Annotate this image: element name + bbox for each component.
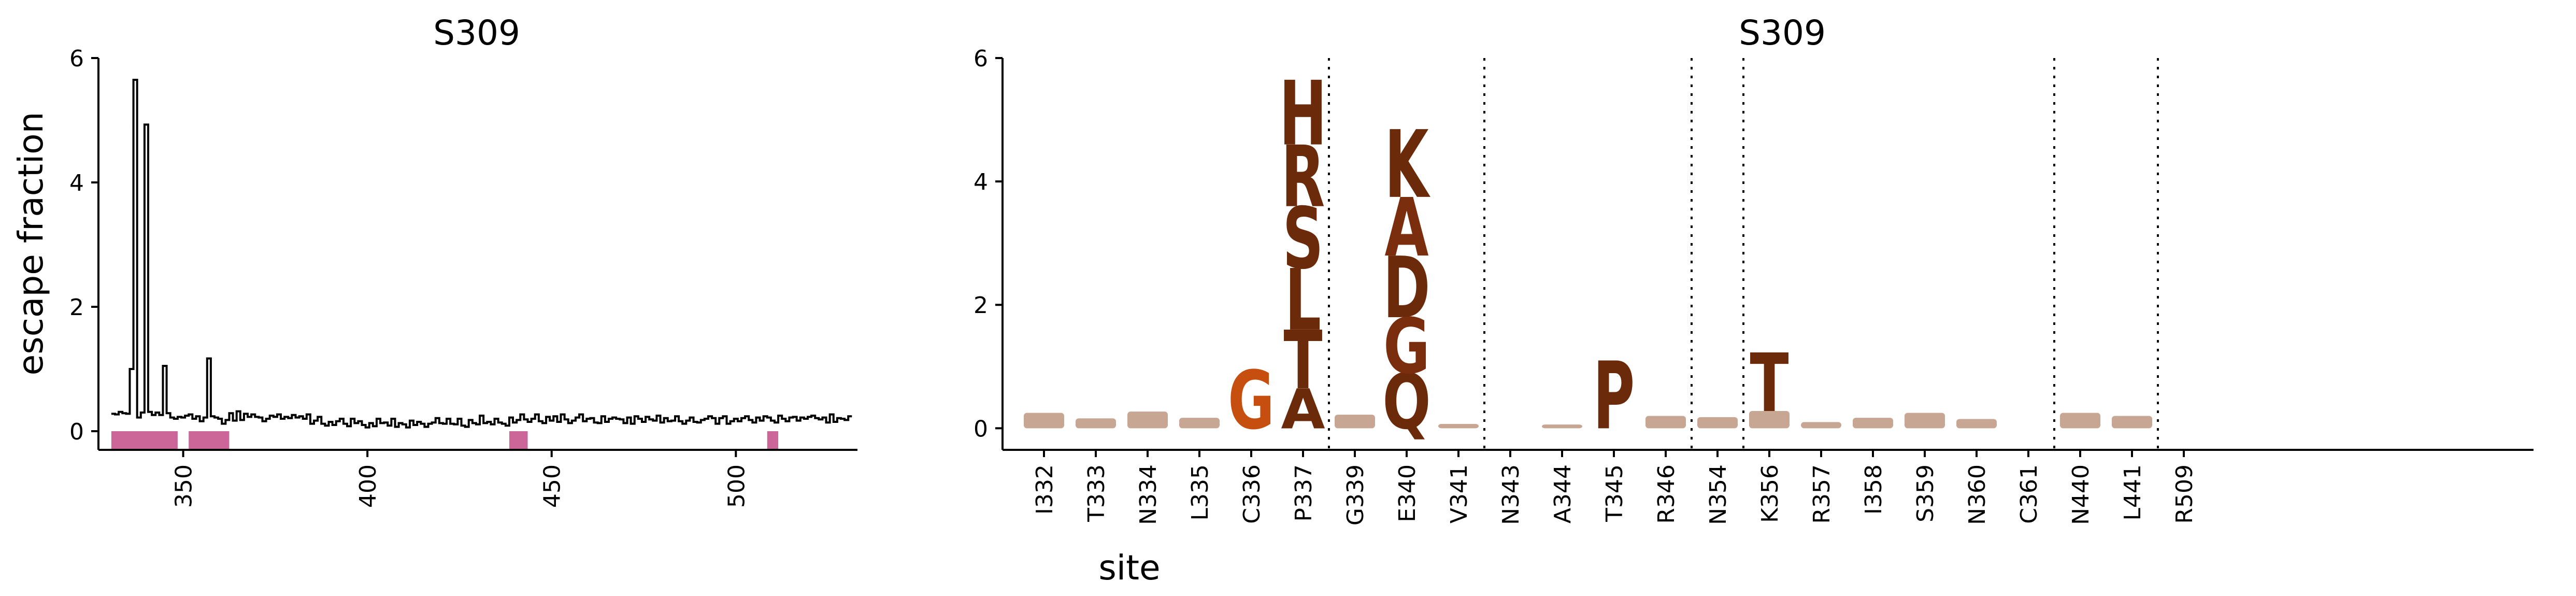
x-tick-label: 350 [171,464,197,508]
site-label: G339 [1342,464,1369,526]
logo-letter: T [1750,336,1788,430]
logo-letter: T [1283,314,1322,407]
site-label: V341 [1446,464,1472,523]
logo-letter-faint [1179,418,1220,429]
y-tick-label: 0 [69,419,84,445]
site-label: K356 [1757,464,1783,523]
logo-letter-faint [1801,422,1841,429]
site-label: T345 [1601,464,1628,522]
logo-letter-faint [1956,419,1997,429]
logo-letter: Q [1382,358,1431,447]
logo-letter-faint [1024,413,1064,429]
y-tick-label: 6 [69,46,84,72]
right-chart-title: S309 [1739,13,1826,53]
site-label: C336 [1239,464,1265,524]
escape-line-panel: S309 escape fraction 0 2 4 6 350 400 450 500 [11,13,857,508]
logo-letter-faint [1905,413,1945,429]
y-tick-label: 0 [974,416,988,442]
site-label: N360 [1964,464,1991,525]
logo-letter-faint [1853,418,1893,429]
logo-letter-faint [1749,410,1790,429]
site-label: I332 [1032,464,1058,515]
logo-letter: D [1383,239,1430,337]
right-x-axis-label: site [1098,548,1160,588]
logo-letter-faint [1335,415,1375,429]
logo-letter: G [1383,302,1430,391]
escape-fraction-line [111,79,852,429]
site-label: A344 [1550,464,1576,523]
left-y-axis-label: escape fraction [11,112,51,376]
logo-letter: H [1279,62,1327,165]
logo-letter-faint [1645,416,1686,429]
site-label: N343 [1498,464,1524,525]
logo-letter-faint [1542,424,1582,429]
y-tick-label: 6 [974,46,988,72]
logo-letter-faint [1697,417,1738,429]
left-chart-title: S309 [433,13,520,53]
site-label: L441 [2120,464,2146,521]
site-label: R357 [1809,464,1835,524]
logo-letter-faint [1076,418,1116,429]
right-axes: 0 2 4 6 I332 T333 N334 L335 C336 P337 G339 E340 V341… [974,46,2534,526]
y-tick-label: 4 [69,170,84,196]
logo-letter-faint [1438,423,1479,429]
site-label: I358 [1861,464,1887,515]
site-label: S359 [1912,464,1939,522]
highlight-region [189,431,230,450]
logo-letter-faint [2112,416,2152,429]
x-tick-label: 400 [355,464,381,508]
site-label: N354 [1705,464,1731,525]
site-label: E340 [1394,464,1421,522]
site-label: P337 [1291,464,1317,522]
logo-letter: L [1285,251,1321,350]
site-label: C361 [2016,464,2042,524]
logo-letter: G [1228,353,1275,447]
logo-letter: A [1281,378,1325,442]
x-tick-label: 500 [723,464,750,508]
highlight-region [111,431,178,450]
logo-letter: R [1281,127,1325,226]
logo-letter: K [1384,111,1430,220]
x-tick-label: 450 [539,464,566,508]
logo-letter-faint [2060,413,2100,429]
site-label: T333 [1083,464,1110,522]
y-tick-label: 4 [974,169,988,195]
site-label: N334 [1135,464,1162,525]
highlight-regions [111,431,779,450]
logo-letter: A [1384,181,1428,275]
site-label: R346 [1653,464,1680,524]
site-label: L335 [1187,464,1213,521]
logo-letter-faint [1127,411,1168,429]
highlight-region [767,431,779,450]
site-label: R509 [2171,464,2198,524]
y-tick-label: 2 [69,294,84,321]
logo-letter: P [1593,343,1635,451]
site-label: N440 [2068,464,2094,525]
left-axes: 0 2 4 6 350 400 450 500 [69,46,857,508]
site-separators [1328,58,2159,450]
logo-letter: S [1282,190,1323,288]
highlight-region [509,431,528,450]
y-tick-label: 2 [974,292,988,319]
